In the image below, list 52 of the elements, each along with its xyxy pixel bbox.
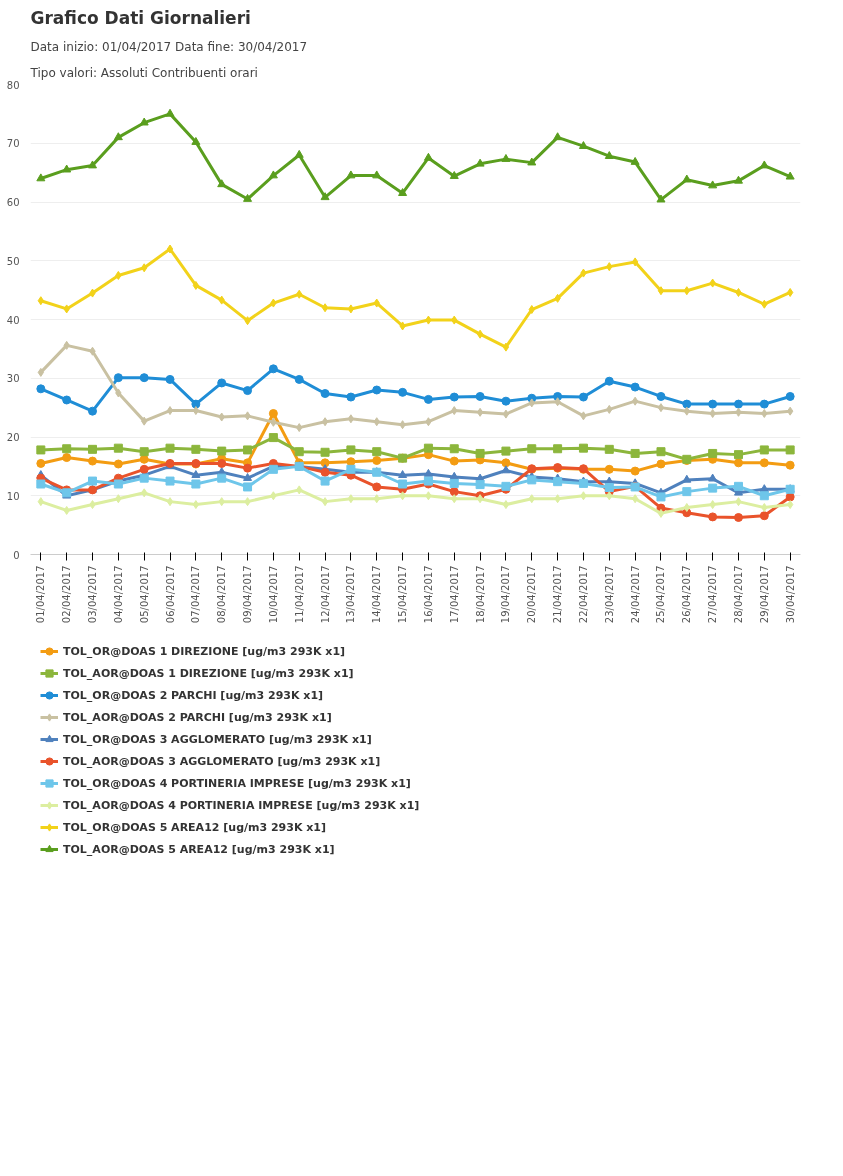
legend-label: TOL_AOR@DOAS 2 PARCHI [ug/m3 293K x1] [63,710,332,724]
x-tick-label: 13/04/2017 [345,565,357,624]
y-tick-label: 80 [6,79,20,91]
y-tick-label: 50 [6,255,20,267]
legend-label: TOL_OR@DOAS 1 DIREZIONE [ug/m3 293K x1] [63,644,346,658]
legend-label: TOL_AOR@DOAS 1 DIREZIONE [ug/m3 293K x1] [63,666,354,680]
x-tick-label: 20/04/2017 [526,565,538,624]
y-tick-label: 60 [6,197,20,208]
x-tick-label: 06/04/2017 [164,565,176,624]
x-tick-label: 02/04/2017 [61,565,73,624]
chart-title: Grafico Dati Giornalieri [30,7,251,28]
x-tick-label: 08/04/2017 [216,565,228,624]
x-tick-label: 11/04/2017 [293,565,305,624]
x-tick-label: 10/04/2017 [267,565,279,624]
x-tick-label: 16/04/2017 [422,565,434,624]
x-tick-label: 01/04/2017 [35,565,47,624]
x-tick-label: 25/04/2017 [655,565,667,624]
x-tick-label: 04/04/2017 [112,565,124,624]
x-tick-label: 03/04/2017 [87,565,99,624]
x-tick-label: 22/04/2017 [577,565,589,624]
x-tick-label: 12/04/2017 [319,565,331,624]
x-tick-label: 09/04/2017 [242,565,254,624]
x-tick-label: 29/04/2017 [758,565,770,624]
x-tick-label: 21/04/2017 [552,565,564,624]
y-tick-label: 30 [6,373,20,385]
legend-label: TOL_OR@DOAS 4 PORTINERIA IMPRESE [ug/m3 293K x1] [63,776,411,790]
x-tick-label: 28/04/2017 [732,565,744,624]
x-tick-label: 17/04/2017 [448,565,460,624]
x-tick-label: 26/04/2017 [681,565,693,624]
x-tick-label: 18/04/2017 [474,565,486,624]
legend-label: TOL_AOR@DOAS 3 AGGLOMERATO [ug/m3 293K x1] [63,754,381,768]
y-tick-label: 0 [13,549,20,561]
x-tick-label: 30/04/2017 [784,565,796,624]
x-tick-label: 19/04/2017 [500,565,512,624]
x-tick-label: 07/04/2017 [190,565,202,624]
x-tick-label: 27/04/2017 [707,565,719,624]
text: Tipo valori: Assoluti Contribuenti orari [30,65,258,80]
x-tick-label: 23/04/2017 [603,565,615,624]
legend-label: TOL_AOR@DOAS 5 AREA12 [ug/m3 293K x1] [63,842,335,856]
y-tick-label: 20 [6,432,20,443]
x-tick-label: 05/04/2017 [138,565,150,624]
legend-label: TOL_OR@DOAS 5 AREA12 [ug/m3 293K x1] [63,820,327,834]
legend-label: TOL_AOR@DOAS 4 PORTINERIA IMPRESE [ug/m3 293K x1] [63,798,420,812]
y-tick-label: 40 [6,314,20,326]
y-tick-label: 10 [6,490,20,502]
x-tick-label: 15/04/2017 [397,565,409,624]
x-tick-label: 24/04/2017 [629,565,641,624]
chart-subtitle: Data inizio: 01/04/2017 Data fine: 30/04/2017 [30,39,308,54]
x-tick-label: 14/04/2017 [371,565,383,624]
legend-label: TOL_OR@DOAS 3 AGGLOMERATO [ug/m3 293K x1] [63,732,372,746]
legend-label: TOL_OR@DOAS 2 PARCHI [ug/m3 293K x1] [63,688,324,702]
y-tick-label: 70 [6,138,20,150]
